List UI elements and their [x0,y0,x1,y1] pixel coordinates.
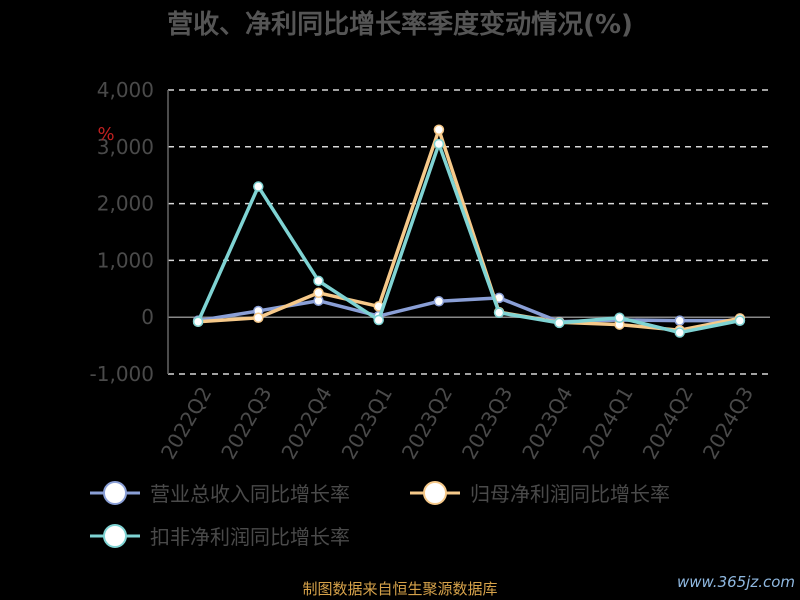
data-point[interactable] [433,124,445,136]
data-point[interactable] [253,181,264,192]
x-tick-label: 2024Q2 [638,383,698,464]
chart-title: 营收、净利同比增长率季度变动情况(%) [167,9,633,40]
data-point[interactable] [493,307,505,318]
legend-swatch-marker [103,524,127,548]
x-tick-label: 2022Q3 [216,383,276,464]
x-tick-label: 2024Q3 [698,383,758,464]
data-point[interactable] [192,316,204,327]
legend-label: 扣非净利润同比增长率 [150,525,350,549]
data-point[interactable] [433,138,445,150]
data-point[interactable] [433,296,445,307]
y-tick-label: 3,000 [97,135,154,159]
legend-item-1[interactable]: 营业总收入同比增长率 [90,481,350,506]
y-tick-label: 2,000 [97,192,154,216]
legend-swatch-marker [103,481,127,505]
data-point[interactable] [674,327,685,338]
x-tick-label: 2022Q4 [276,383,336,464]
y-tick-label: 1,000 [97,248,154,272]
series-group [192,124,746,338]
x-tick-label: 2023Q2 [397,383,457,464]
data-point[interactable] [734,315,746,326]
x-tick-label: 2023Q3 [457,383,517,464]
axis-marker: % [97,124,114,145]
data-point[interactable] [313,287,324,299]
data-point[interactable] [253,312,264,324]
legend-item-2[interactable]: 归母净利润同比增长率 [410,481,670,506]
data-point[interactable] [554,317,565,329]
y-tick-label: 4,000 [97,78,154,102]
legend-item-3[interactable]: 扣非净利润同比增长率 [90,524,350,549]
data-point[interactable] [373,314,384,326]
series-3 [192,138,746,338]
x-tick-label: 2023Q4 [517,383,577,464]
watermark: www.365jz.com [677,573,795,591]
legend-label: 归母净利润同比增长率 [470,482,670,506]
data-point[interactable] [614,312,625,324]
series-line [197,128,741,333]
source-note: 制图数据来自恒生聚源数据库 [302,580,497,598]
y-tick-label: 0 [141,305,154,329]
x-tick-label: 2022Q2 [156,383,216,464]
data-point[interactable] [674,315,685,326]
legend-swatch-marker [423,481,447,505]
x-tick-label: 2023Q1 [337,383,397,464]
x-axis: 2022Q2 2022Q3 2022Q4 2023Q1 2023Q2 2023Q3 2023… [156,383,758,464]
y-tick-label: -1,000 [90,362,154,386]
series-line [196,142,741,335]
legend-label: 营业总收入同比增长率 [150,482,350,506]
data-point[interactable] [313,275,324,287]
y-axis: -1,000 0 1,000 2,000 3,000 4,000 [90,78,169,386]
x-tick-label: 2024Q1 [577,383,637,464]
